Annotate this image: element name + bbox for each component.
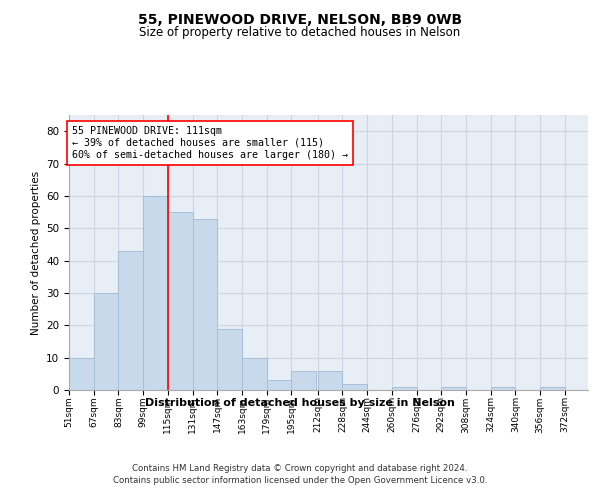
Text: Distribution of detached houses by size in Nelson: Distribution of detached houses by size … [145, 398, 455, 407]
Bar [143, 196, 168, 390]
Bar [242, 358, 267, 390]
Bar [94, 293, 118, 390]
Bar [317, 370, 343, 390]
Bar [441, 387, 466, 390]
Text: 55 PINEWOOD DRIVE: 111sqm
← 39% of detached houses are smaller (115)
60% of semi: 55 PINEWOOD DRIVE: 111sqm ← 39% of detac… [72, 126, 348, 160]
Bar [168, 212, 193, 390]
Bar [392, 387, 416, 390]
Text: Contains public sector information licensed under the Open Government Licence v3: Contains public sector information licen… [113, 476, 487, 485]
Y-axis label: Number of detached properties: Number of detached properties [31, 170, 41, 334]
Bar [69, 358, 94, 390]
Bar [540, 387, 565, 390]
Bar [193, 218, 217, 390]
Text: Contains HM Land Registry data © Crown copyright and database right 2024.: Contains HM Land Registry data © Crown c… [132, 464, 468, 473]
Bar [118, 251, 143, 390]
Text: Size of property relative to detached houses in Nelson: Size of property relative to detached ho… [139, 26, 461, 39]
Bar [343, 384, 367, 390]
Bar [217, 328, 242, 390]
Text: 55, PINEWOOD DRIVE, NELSON, BB9 0WB: 55, PINEWOOD DRIVE, NELSON, BB9 0WB [138, 12, 462, 26]
Bar [267, 380, 292, 390]
Bar [292, 370, 316, 390]
Bar [491, 387, 515, 390]
